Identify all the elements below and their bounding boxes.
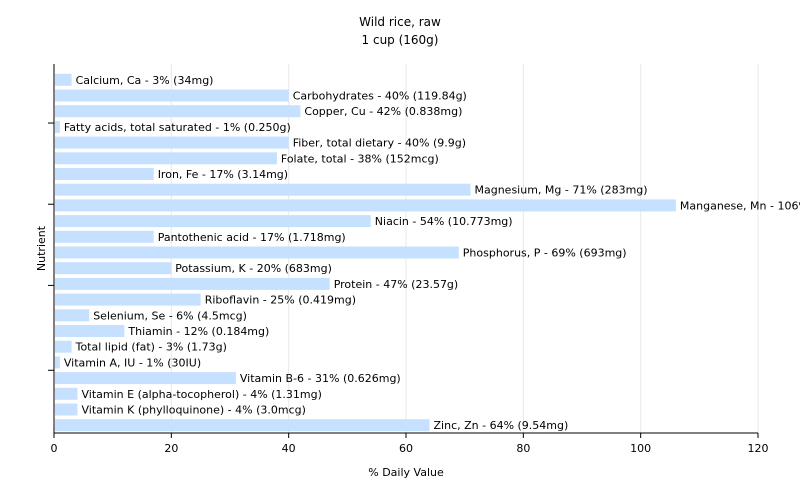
bar [55,199,676,212]
bar-label: Magnesium, Mg - 71% (283mg) [475,184,648,197]
bar [55,152,277,165]
bar-label: Vitamin K (phylloquinone) - 4% (3.0mcg) [82,404,306,417]
x-tick-label: 40 [282,442,296,455]
bar [55,340,72,353]
bar-label: Fatty acids, total saturated - 1% (0.250… [64,121,291,134]
bar-label: Carbohydrates - 40% (119.84g) [293,90,467,103]
bar [55,277,330,290]
bar-label: Riboflavin - 25% (0.419mg) [205,294,356,307]
bar [55,89,289,102]
bar-label: Phosphorus, P - 69% (693mg) [463,247,627,260]
bar-labels-group: Calcium, Ca - 3% (34mg) Carbohydrates - 4… [64,74,800,432]
bar-label: Iron, Fe - 17% (3.14mg) [158,168,288,181]
bar-label: Selenium, Se - 6% (4.5mcg) [93,309,247,322]
bar-label: Manganese, Mn - 106% (2.126mg) [680,199,800,212]
bar [55,105,301,118]
x-tick-label: 120 [748,442,769,455]
bar-label: Niacin - 54% (10.773mg) [375,215,513,228]
bar [55,120,60,133]
bar [55,403,78,416]
bar-label: Copper, Cu - 42% (0.838mg) [304,105,462,118]
bar [55,293,201,306]
y-axis-label: Nutrient [35,225,48,271]
bar-label: Fiber, total dietary - 40% (9.9g) [293,137,466,150]
bar [55,168,154,180]
x-tick-label: 80 [516,442,530,455]
bar-label: Thiamin - 12% (0.184mg) [127,325,269,338]
bar-label: Vitamin E (alpha-tocopherol) - 4% (1.31m… [82,388,322,401]
chart-subtitle: 1 cup (160g) [361,33,439,47]
bar [55,230,154,243]
bar-label: Zinc, Zn - 64% (9.54mg) [434,419,569,432]
bar [55,356,60,369]
bar [55,309,90,322]
bar [55,262,172,275]
x-tick-label: 100 [630,442,651,455]
x-axis-label: % Daily Value [368,466,444,479]
bar-label: Pantothenic acid - 17% (1.718mg) [158,231,346,244]
bar-label: Total lipid (fat) - 3% (1.73g) [75,341,227,354]
bar [55,73,72,86]
bar [55,387,78,400]
bar [55,183,471,196]
x-tick-label: 20 [164,442,178,455]
bar [55,372,236,385]
bar-label: Calcium, Ca - 3% (34mg) [76,74,214,87]
bar [55,215,371,228]
bars-group [55,73,676,432]
bar [55,325,125,337]
bar-label: Vitamin B-6 - 31% (0.626mg) [240,372,401,385]
bar [55,136,289,149]
x-tick-label: 0 [51,442,58,455]
axes-group: 0 20 40 60 80 100 120 [48,64,769,455]
x-tick-label: 60 [399,442,413,455]
bar [55,419,430,432]
bar [55,246,459,259]
bar-label: Folate, total - 38% (152mcg) [281,152,439,165]
chart-title: Wild rice, raw [359,15,441,29]
bar-label: Vitamin A, IU - 1% (30IU) [64,356,201,369]
bar-label: Protein - 47% (23.57g) [334,278,459,291]
bar-label: Potassium, K - 20% (683mg) [175,262,332,275]
